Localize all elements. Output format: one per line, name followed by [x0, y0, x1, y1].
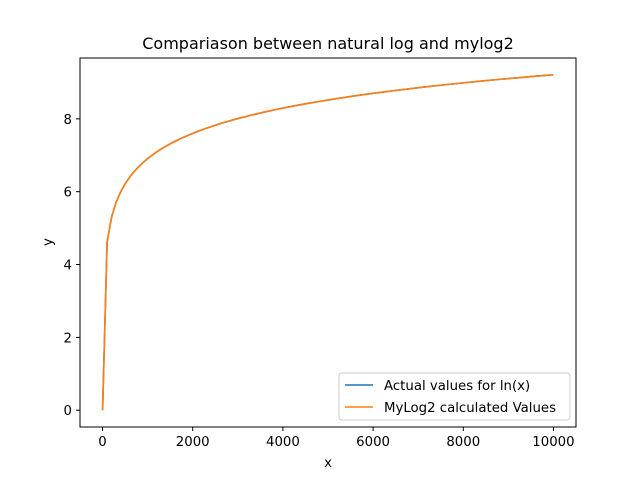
x-tick-label: 2000	[176, 435, 210, 450]
legend-box	[338, 372, 571, 421]
y-tick-label: 2	[64, 331, 72, 346]
y-tick-label: 6	[64, 186, 72, 201]
x-axis-label: x	[324, 456, 332, 471]
legend: Actual values for ln(x) MyLog2 calculate…	[338, 372, 571, 421]
plot-area	[80, 58, 576, 427]
series-line-mylog2	[101, 73, 554, 411]
y-axis-label: y	[41, 238, 56, 246]
x-tick-label: 4000	[266, 435, 300, 450]
y-tick-label: 8	[64, 113, 72, 128]
y-tick-label: 0	[64, 404, 72, 419]
series-layer	[101, 73, 554, 411]
x-tick-label: 8000	[446, 435, 480, 450]
x-tick-label: 6000	[356, 435, 390, 450]
y-tick-label: 4	[64, 259, 72, 274]
y-axis-ticks: 0 2 4 6 8	[64, 113, 80, 419]
chart-title: Compariason between natural log and mylo…	[142, 34, 514, 53]
plot-frame	[79, 57, 577, 428]
legend-label-actual: Actual values for ln(x)	[384, 379, 530, 394]
x-axis-ticks: 0 2000 4000 6000 8000 10000	[98, 427, 575, 450]
x-tick-label: 10000	[532, 435, 574, 450]
x-tick-label: 0	[98, 435, 106, 450]
legend-label-mylog2: MyLog2 calculated Values	[384, 401, 556, 416]
